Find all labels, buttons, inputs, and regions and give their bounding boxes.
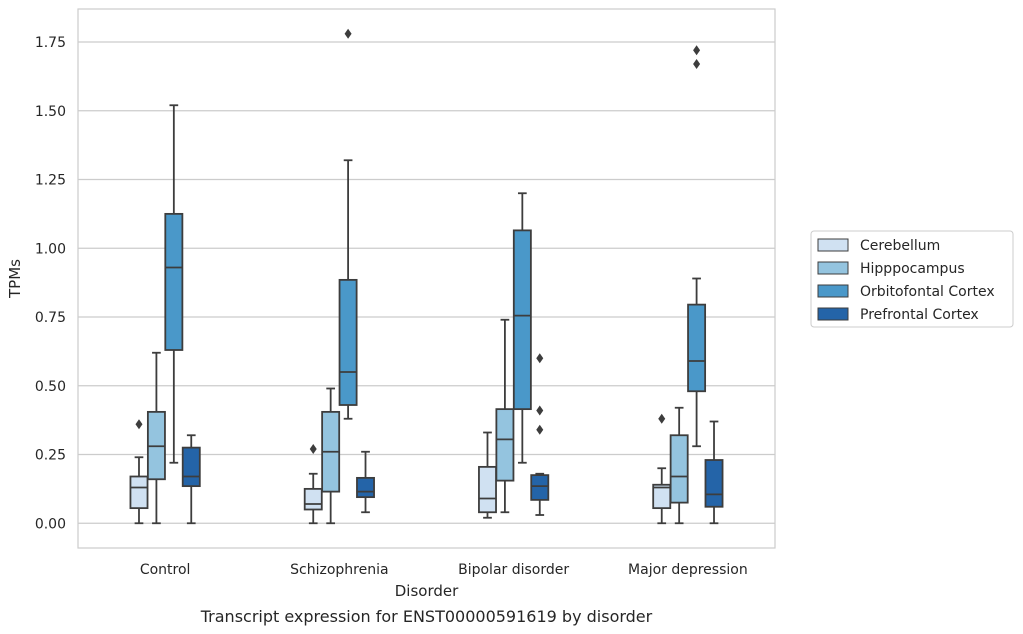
x-ticks: Control Schizophrenia Bipolar disorder Majo…: [140, 562, 748, 578]
outlier-point: [536, 353, 544, 364]
box-cerebellum: [129, 419, 149, 525]
legend-label: Hipppocampus: [860, 261, 965, 277]
box-prefrontal-cortex: [181, 434, 201, 525]
legend-label: Orbitofontal Cortex: [860, 284, 995, 300]
iqr-box: [303, 487, 323, 511]
box-orbitofontal-cortex: [164, 104, 184, 464]
iqr-box: [704, 459, 724, 508]
plot-frame: [77, 8, 776, 549]
box-orbitofontal-cortex: [512, 192, 532, 464]
iqr-box: [338, 278, 358, 406]
outlier-point: [693, 45, 701, 56]
box-cerebellum: [478, 431, 497, 519]
box-cerebellum: [652, 413, 672, 525]
box-cerebellum: [303, 444, 323, 525]
chart-caption: Transcript expression for ENST0000059161…: [200, 607, 653, 626]
legend-label: Prefrontal Cortex: [860, 307, 979, 323]
iqr-box: [164, 212, 184, 351]
box-hipppocampus: [321, 387, 341, 525]
iqr-box: [129, 475, 149, 510]
y-tick-label: 0.75: [35, 310, 66, 326]
y-tick-label: 1.50: [35, 104, 66, 120]
box-prefrontal-cortex: [704, 420, 724, 525]
legend-label: Cerebellum: [860, 238, 940, 254]
outlier-point: [658, 413, 666, 424]
outlier-point: [536, 424, 544, 435]
y-tick-label: 0.25: [35, 448, 66, 464]
iqr-box: [478, 465, 497, 514]
x-tick-label: Bipolar disorder: [458, 562, 569, 578]
outlier-point: [536, 405, 544, 416]
iqr-box: [495, 408, 515, 482]
box-orbitofontal-cortex: [687, 45, 707, 448]
box-orbitofontal-cortex: [338, 28, 358, 420]
legend-swatch: [817, 261, 849, 275]
outlier-point: [693, 59, 701, 69]
iqr-box: [181, 446, 201, 488]
y-tick-label: 1.25: [35, 173, 66, 189]
box-prefrontal-cortex: [356, 450, 375, 514]
y-axis-label: TPMs: [6, 259, 24, 299]
x-axis-label: Disorder: [395, 582, 459, 600]
iqr-box: [356, 476, 375, 499]
iqr-box: [687, 303, 707, 393]
box-hipppocampus: [146, 351, 166, 525]
legend-frame: [810, 230, 1014, 328]
box-hipppocampus: [495, 318, 515, 514]
iqr-box: [530, 474, 550, 501]
legend-swatch: [817, 284, 849, 298]
outlier-point: [309, 444, 317, 454]
iqr-box: [512, 229, 532, 411]
y-tick-label: 1.75: [35, 35, 66, 51]
y-tick-label: 0.00: [35, 516, 66, 532]
x-tick-label: Control: [140, 562, 191, 578]
box-hipppocampus: [669, 406, 689, 525]
outlier-point: [344, 28, 352, 39]
boxes-layer: [129, 28, 724, 525]
x-tick-label: Schizophrenia: [290, 562, 388, 578]
iqr-box: [669, 434, 689, 504]
legend: Cerebellum Hipppocampus Orbitofontal Corte…: [810, 230, 1014, 328]
x-tick-label: Major depression: [628, 562, 748, 578]
box-prefrontal-cortex: [530, 353, 550, 516]
legend-swatch: [817, 307, 849, 321]
y-tick-label: 0.50: [35, 379, 66, 395]
legend-swatch: [817, 238, 849, 252]
y-ticks: 0.00 0.25 0.50 0.75 1.00 1.25 1.50 1.75: [35, 35, 66, 532]
y-tick-label: 1.00: [35, 241, 66, 257]
outlier-point: [135, 419, 143, 430]
